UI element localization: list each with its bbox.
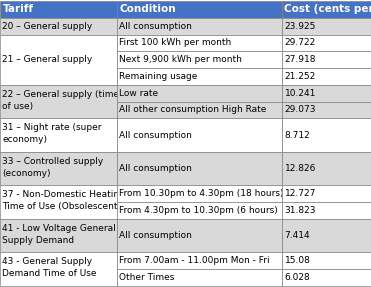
Text: 20 – General supply: 20 – General supply	[3, 22, 93, 31]
Bar	[117, 118, 282, 152]
Bar	[0, 219, 117, 253]
Bar	[282, 1, 371, 18]
Text: 37 - Non-Domestic Heating
Time of Use (Obsolescent): 37 - Non-Domestic Heating Time of Use (O…	[3, 190, 125, 211]
Text: 43 - General Supply
Demand Time of Use: 43 - General Supply Demand Time of Use	[3, 257, 97, 278]
Text: 15.08: 15.08	[285, 256, 310, 265]
Text: Next 9,900 kWh per month: Next 9,900 kWh per month	[119, 55, 242, 64]
Text: Other Times: Other Times	[119, 273, 175, 282]
Bar	[117, 152, 282, 185]
Text: Remaining usage: Remaining usage	[119, 72, 198, 81]
Bar	[282, 51, 371, 68]
Bar	[0, 85, 117, 118]
Bar	[282, 102, 371, 118]
Bar	[282, 202, 371, 219]
Bar	[282, 152, 371, 185]
Text: All consumption: All consumption	[119, 164, 192, 173]
Text: All consumption: All consumption	[119, 131, 192, 139]
Bar	[0, 253, 117, 286]
Text: First 100 kWh per month: First 100 kWh per month	[119, 38, 232, 47]
Text: 23.925: 23.925	[285, 22, 316, 31]
Text: 21.252: 21.252	[285, 72, 316, 81]
Text: 31 – Night rate (super
economy): 31 – Night rate (super economy)	[3, 123, 102, 144]
Text: From 7.00am - 11.00pm Mon - Fri: From 7.00am - 11.00pm Mon - Fri	[119, 256, 270, 265]
Bar	[117, 269, 282, 286]
Text: 12.826: 12.826	[285, 164, 316, 173]
Text: 27.918: 27.918	[285, 55, 316, 64]
Bar	[117, 34, 282, 51]
Text: 29.722: 29.722	[285, 38, 316, 47]
Text: 22 – General supply (time
of use): 22 – General supply (time of use)	[3, 90, 119, 110]
Bar	[117, 51, 282, 68]
Text: 6.028: 6.028	[285, 273, 310, 282]
Bar	[0, 1, 117, 18]
Text: All consumption: All consumption	[119, 231, 192, 240]
Text: 21 – General supply: 21 – General supply	[3, 55, 93, 64]
Bar	[0, 34, 117, 85]
Bar	[0, 152, 117, 185]
Bar	[117, 219, 282, 253]
Bar	[117, 202, 282, 219]
Text: 41 - Low Voltage General
Supply Demand: 41 - Low Voltage General Supply Demand	[3, 224, 116, 245]
Bar	[282, 118, 371, 152]
Bar	[282, 253, 371, 269]
Text: 12.727: 12.727	[285, 189, 316, 198]
Bar	[117, 18, 282, 34]
Bar	[117, 102, 282, 118]
Bar	[0, 118, 117, 152]
Bar	[282, 18, 371, 34]
Text: 33 – Controlled supply
(economy): 33 – Controlled supply (economy)	[3, 157, 104, 178]
Bar	[0, 185, 117, 219]
Text: 7.414: 7.414	[285, 231, 310, 240]
Text: Low rate: Low rate	[119, 89, 158, 98]
Bar	[117, 68, 282, 85]
Bar	[282, 219, 371, 253]
Bar	[117, 253, 282, 269]
Bar	[117, 185, 282, 202]
Text: From 4.30pm to 10.30pm (6 hours): From 4.30pm to 10.30pm (6 hours)	[119, 206, 278, 215]
Text: Condition: Condition	[119, 4, 176, 14]
Text: 8.712: 8.712	[285, 131, 310, 139]
Text: Tariff: Tariff	[3, 4, 33, 14]
Text: 31.823: 31.823	[285, 206, 316, 215]
Text: Cost (cents per kWh): Cost (cents per kWh)	[285, 4, 371, 14]
Bar	[117, 1, 282, 18]
Bar	[282, 269, 371, 286]
Bar	[0, 18, 117, 34]
Text: From 10.30pm to 4.30pm (18 hours): From 10.30pm to 4.30pm (18 hours)	[119, 189, 284, 198]
Bar	[282, 85, 371, 102]
Bar	[282, 68, 371, 85]
Text: 10.241: 10.241	[285, 89, 316, 98]
Text: All consumption: All consumption	[119, 22, 192, 31]
Text: 29.073: 29.073	[285, 105, 316, 115]
Bar	[282, 34, 371, 51]
Bar	[282, 185, 371, 202]
Bar	[117, 85, 282, 102]
Text: All other consumption High Rate: All other consumption High Rate	[119, 105, 267, 115]
